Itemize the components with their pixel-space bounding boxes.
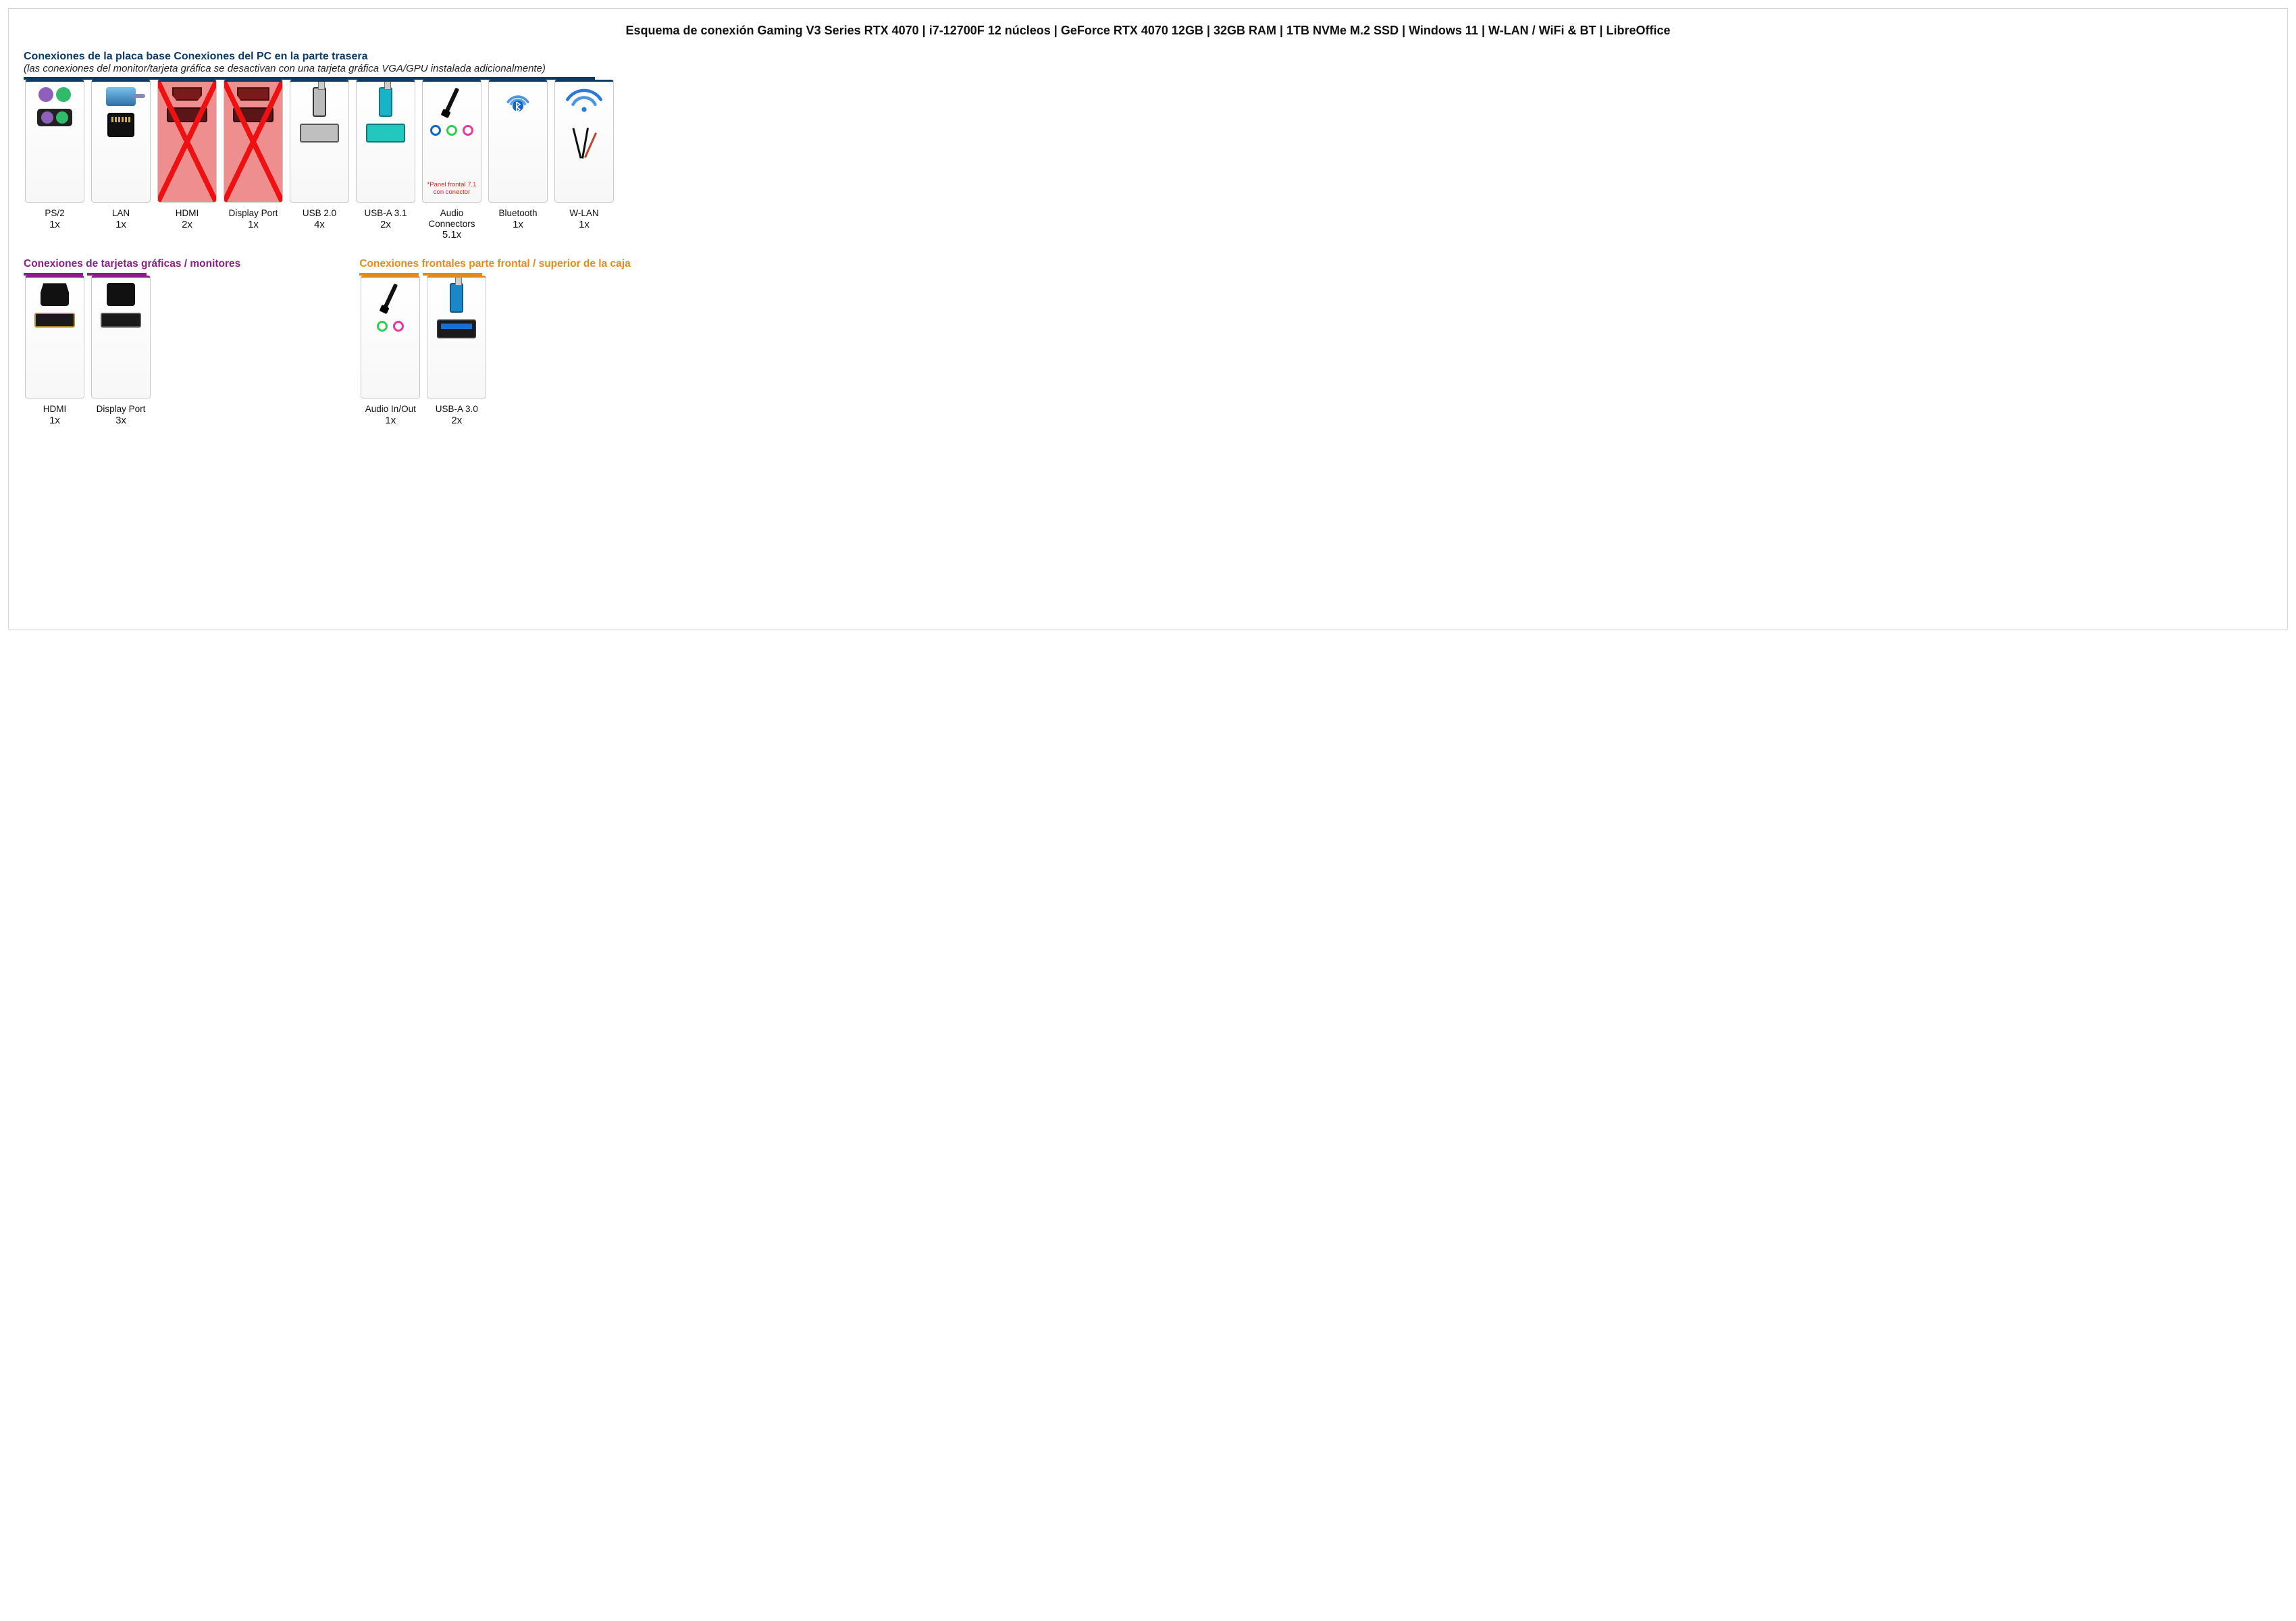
lower-sections: Conexiones de tarjetas gráficas / monito…: [24, 258, 2272, 426]
section-mobo-note: (las conexiones del monitor/tarjeta gráf…: [24, 63, 2272, 74]
port-tile-label: Audio In/Out: [365, 404, 416, 415]
port-tile-label: USB-A 3.1: [364, 208, 407, 219]
usb-teal-icon: [361, 87, 410, 143]
mobo-tile-row: PS/21x LAN1x HDMI2x Display Port1x USB 2…: [24, 80, 2272, 240]
section-front: Conexiones frontales parte frontal / sup…: [359, 258, 630, 426]
port-tile-label: Audio Connectors: [421, 208, 483, 229]
port-tile-box: [91, 276, 151, 398]
port-tile-gpu-hdmi: HDMI1x: [24, 276, 86, 426]
port-tile-usb2: USB 2.04x: [288, 80, 350, 240]
port-tile-box: [25, 276, 84, 398]
section-motherboard: Conexiones de la placa base Conexiones d…: [24, 51, 2272, 240]
port-tile-box: [361, 276, 420, 398]
port-tile-count: 3x: [115, 415, 126, 426]
port-tile-box: [157, 80, 217, 203]
port-tile-label: USB 2.0: [303, 208, 336, 219]
port-tile-label: Display Port: [97, 404, 146, 415]
port-tile-count: 1x: [513, 219, 523, 230]
port-tile-label: PS/2: [45, 208, 64, 219]
port-tile-ps2: PS/21x: [24, 80, 86, 240]
port-tile-lan: LAN1x: [90, 80, 152, 240]
port-tile-count: 5.1x: [442, 229, 461, 240]
lan-icon: [97, 87, 145, 137]
port-tile-label: LAN: [112, 208, 130, 219]
port-tile-dp: Display Port1x: [222, 80, 284, 240]
port-tile-box: [290, 80, 349, 203]
usb-grey-icon: [295, 87, 344, 143]
section-front-heading: Conexiones frontales parte frontal / sup…: [359, 258, 630, 270]
usb-blue-icon: [432, 283, 481, 338]
front-tile-row: Audio In/Out1x USB-A 3.02x: [359, 276, 630, 426]
ps2-icon: [30, 87, 79, 126]
audio2-icon: [366, 283, 415, 332]
port-tile-count: 2x: [380, 219, 391, 230]
port-tile-count: 1x: [49, 415, 60, 426]
section-gpu: Conexiones de tarjetas gráficas / monito…: [24, 258, 240, 426]
port-tile-audio: *Panel frontal 7.1 con conector Audio Con…: [421, 80, 483, 240]
port-tile-count: 4x: [314, 219, 325, 230]
port-tile-wlan: W-LAN1x: [553, 80, 615, 240]
port-tile-hdmi: HDMI2x: [156, 80, 218, 240]
port-tile-count: 2x: [451, 415, 462, 426]
hdmi-red-icon: [163, 87, 211, 122]
port-tile-label: HDMI: [43, 404, 67, 415]
connection-diagram: Esquema de conexión Gaming V3 Series RTX…: [8, 8, 2288, 629]
page-title: Esquema de conexión Gaming V3 Series RTX…: [24, 22, 2272, 38]
port-tile-label: HDMI: [176, 208, 199, 219]
port-tile-box: [554, 80, 614, 203]
section-mobo-heading: Conexiones de la placa base Conexiones d…: [24, 51, 2272, 63]
port-tile-count: 1x: [115, 219, 126, 230]
port-tile-front-audio: Audio In/Out1x: [359, 276, 421, 426]
port-tile-count: 2x: [182, 219, 192, 230]
port-tile-count: 1x: [49, 219, 60, 230]
port-tile-box: [224, 80, 283, 203]
port-tile-label: W-LAN: [569, 208, 598, 219]
port-tile-box: [356, 80, 415, 203]
port-tile-label: Bluetooth: [498, 208, 537, 219]
audio3-icon: [427, 87, 476, 136]
port-tile-count: 1x: [579, 219, 590, 230]
bt-icon: [494, 87, 542, 117]
port-tile-note: *Panel frontal 7.1 con conector: [425, 182, 478, 197]
hdmi-black-icon: [30, 283, 79, 328]
port-tile-count: 1x: [385, 415, 396, 426]
port-tile-usb31: USB-A 3.12x: [355, 80, 417, 240]
port-tile-label: USB-A 3.0: [436, 404, 478, 415]
dp-black-icon: [97, 283, 145, 328]
port-tile-label: Display Port: [229, 208, 278, 219]
port-tile-box: [25, 80, 84, 203]
dp-red-icon: [229, 87, 278, 122]
port-tile-count: 1x: [248, 219, 259, 230]
port-tile-box: [488, 80, 548, 203]
port-tile-gpu-dp: Display Port3x: [90, 276, 152, 426]
port-tile-box: [427, 276, 486, 398]
gpu-tile-row: HDMI1x Display Port3x: [24, 276, 240, 426]
port-tile-front-usb3: USB-A 3.02x: [425, 276, 488, 426]
section-gpu-heading: Conexiones de tarjetas gráficas / monito…: [24, 258, 240, 270]
port-tile-bt: Bluetooth1x: [487, 80, 549, 240]
wlan-icon: [560, 87, 608, 159]
port-tile-box: *Panel frontal 7.1 con conector: [422, 80, 481, 203]
port-tile-box: [91, 80, 151, 203]
